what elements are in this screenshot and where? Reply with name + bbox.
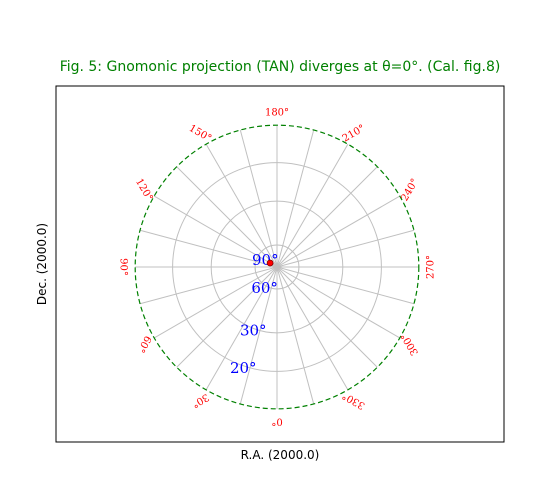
ra-tick-label: 120°: [133, 177, 155, 203]
projection-border: [134, 124, 420, 410]
meridian-line: [176, 166, 278, 268]
ra-tick-label: 60°: [135, 333, 153, 354]
meridian-line: [276, 195, 401, 268]
ra-tick-label: 240°: [399, 177, 421, 203]
y-axis-label: Dec. (2000.0): [35, 223, 49, 305]
meridian-line: [239, 266, 278, 405]
meridian-line: [276, 266, 378, 368]
meridian-line: [276, 129, 315, 268]
ra-tick-label: 210°: [341, 123, 367, 145]
parallel-circle: [172, 162, 382, 372]
meridian-line: [153, 195, 278, 268]
ra-tick-label: 180°: [265, 108, 289, 119]
meridian-line: [276, 166, 378, 268]
dec-tick-label: 60°: [251, 279, 278, 297]
ra-tick-label: 150°: [187, 123, 213, 145]
meridian-line: [153, 266, 278, 339]
meridian-line: [205, 266, 278, 391]
meridian-line: [276, 143, 349, 268]
ra-tick-label: 270°: [425, 255, 436, 279]
meridian-line: [276, 229, 415, 268]
position-marker: [266, 259, 274, 267]
dec-tick-label: 20°: [230, 359, 257, 377]
chart-title: Fig. 5: Gnomonic projection (TAN) diverg…: [60, 59, 501, 75]
meridian-line: [205, 143, 278, 268]
meridian-line: [276, 266, 415, 305]
meridian-line: [276, 266, 315, 405]
x-axis-label: R.A. (2000.0): [241, 448, 320, 462]
ra-tick-label: 300°: [399, 331, 421, 357]
dec-tick-label: 30°: [240, 322, 267, 340]
ra-tick-label: 330°: [341, 389, 367, 411]
parallel-circle: [210, 200, 344, 334]
parallel-circle: [254, 244, 300, 290]
ra-tick-label: 0°: [271, 415, 282, 426]
meridian-line: [176, 266, 278, 368]
meridian-line: [139, 229, 278, 268]
ra-tick-label: 30°: [190, 391, 211, 409]
axes-frame: [55, 85, 505, 443]
dec-tick-label: 90°: [252, 251, 279, 269]
grid-layer: [134, 124, 420, 410]
meridian-line: [139, 266, 278, 305]
meridian-line: [276, 266, 349, 391]
meridian-line: [239, 129, 278, 268]
meridian-line: [276, 266, 401, 339]
ra-tick-label: 90°: [118, 258, 129, 276]
